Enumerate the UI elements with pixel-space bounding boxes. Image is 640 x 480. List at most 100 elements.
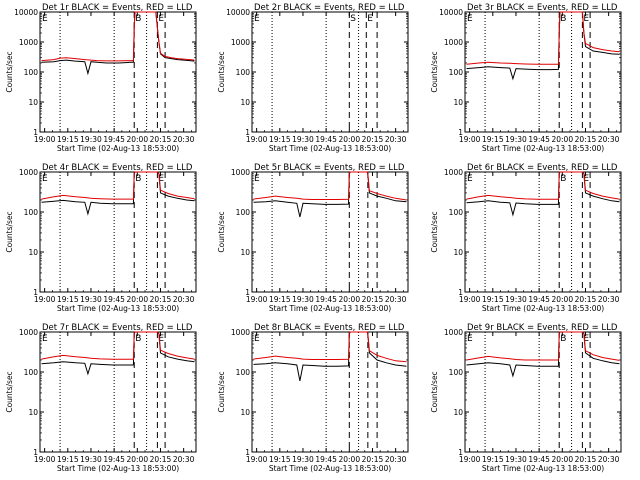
plot-frame: [464, 171, 622, 293]
marker-label: B: [135, 14, 141, 24]
x-tick-label: 20:00: [551, 135, 573, 144]
x-tick-label: 19:00: [246, 455, 268, 464]
y-tick-label: 1000: [231, 328, 250, 337]
x-tick-label: 19:00: [459, 455, 481, 464]
x-tick-label: 20:30: [598, 295, 620, 304]
x-axis-label: Start Time (02-Aug-13 18:53:00): [482, 304, 604, 313]
marker-label: E: [42, 14, 48, 24]
x-tick-label: 20:00: [126, 455, 148, 464]
chart-panel-1: Det 1r BLACK = Events, RED = LLD 1 10 100 10…: [5, 3, 197, 153]
y-tick-label: 1: [245, 448, 250, 457]
events-series-line: [466, 171, 620, 217]
x-tick-label: 19:45: [315, 295, 337, 304]
marker-label: E: [583, 334, 589, 344]
x-tick-label: 19:45: [103, 295, 125, 304]
y-tick-label: 1000: [444, 168, 463, 177]
x-tick-label: 20:00: [126, 135, 148, 144]
x-tick-label: 19:30: [80, 455, 102, 464]
y-axis-label: Counts/sec: [5, 51, 14, 92]
lld-series-line: [41, 11, 195, 62]
plot-frame: [39, 171, 197, 293]
x-tick-label: 19:45: [528, 455, 550, 464]
x-tick-label: 20:30: [173, 135, 195, 144]
events-series-line: [41, 11, 195, 76]
chart-panel-8: Det 8r BLACK = Events, RED = LLD 1 10 100 10…: [217, 323, 409, 473]
y-tick-label: 1: [33, 128, 38, 137]
x-axis-label: Start Time (02-Aug-13 18:53:00): [57, 144, 179, 153]
events-series-line: [253, 171, 407, 218]
plot-frame: [464, 331, 622, 453]
chart-panel-5: Det 5r BLACK = Events, RED = LLD 1 10 100 10…: [217, 163, 409, 313]
x-tick-label: 19:00: [246, 135, 268, 144]
x-tick-label: 20:15: [150, 135, 172, 144]
x-tick-label: 19:15: [57, 135, 79, 144]
chart-panel-3: Det 3r BLACK = Events, RED = LLD 1 10 100 10…: [430, 3, 622, 153]
x-tick-label: 20:30: [385, 455, 407, 464]
x-axis-label: Start Time (02-Aug-13 18:53:00): [482, 464, 604, 473]
chart-panel-7: Det 7r BLACK = Events, RED = LLD 1 10 100 10…: [5, 323, 197, 473]
x-tick-label: 20:00: [551, 295, 573, 304]
marker-label: B: [560, 14, 566, 24]
marker-label: E: [158, 14, 164, 24]
x-tick-label: 19:30: [505, 455, 527, 464]
marker-label: E: [42, 334, 48, 344]
panel-title: Det 1r BLACK = Events, RED = LLD: [42, 3, 193, 13]
x-tick-label: 20:00: [338, 455, 360, 464]
events-series-line: [466, 331, 620, 378]
x-tick-label: 19:30: [292, 455, 314, 464]
y-tick-label: 1000: [444, 38, 463, 47]
panel-title: Det 6r BLACK = Events, RED = LLD: [467, 163, 618, 173]
x-tick-label: 20:15: [575, 455, 597, 464]
y-tick-label: 100: [24, 208, 39, 217]
marker-label: E: [367, 14, 373, 24]
marker-label: E: [467, 14, 473, 24]
x-tick-label: 19:00: [34, 455, 56, 464]
x-tick-label: 19:30: [292, 295, 314, 304]
panel-title: Det 3r BLACK = Events, RED = LLD: [467, 3, 618, 13]
plot-frame: [251, 171, 409, 293]
y-tick-label: 100: [236, 368, 251, 377]
x-tick-label: 19:45: [528, 295, 550, 304]
x-tick-label: 20:15: [362, 135, 384, 144]
marker-label: E: [158, 334, 164, 344]
panel-title: Det 4r BLACK = Events, RED = LLD: [42, 163, 193, 173]
x-tick-label: 19:45: [103, 455, 125, 464]
x-tick-label: 20:15: [575, 295, 597, 304]
y-tick-label: 1: [245, 128, 250, 137]
y-tick-label: 10000: [226, 8, 250, 17]
y-tick-label: 1000: [231, 38, 250, 47]
events-series-line: [466, 11, 620, 81]
x-tick-label: 20:00: [126, 295, 148, 304]
y-tick-label: 10000: [14, 8, 38, 17]
marker-label: E: [467, 174, 473, 184]
x-tick-label: 20:15: [362, 455, 384, 464]
marker-label: S: [350, 14, 356, 24]
plot-frame: [464, 11, 622, 133]
marker-label: B: [560, 334, 566, 344]
y-axis-label: Counts/sec: [430, 51, 439, 92]
x-tick-label: 20:15: [362, 295, 384, 304]
x-tick-label: 20:00: [551, 455, 573, 464]
panel-title: Det 2r BLACK = Events, RED = LLD: [254, 3, 405, 13]
panel-title: Det 7r BLACK = Events, RED = LLD: [42, 323, 193, 333]
marker-label: E: [158, 174, 164, 184]
y-tick-label: 1000: [19, 168, 38, 177]
chart-panel-2: Det 2r BLACK = Events, RED = LLD 1 10 100 10…: [217, 3, 409, 153]
x-tick-label: 19:15: [57, 295, 79, 304]
y-tick-label: 1000: [19, 328, 38, 337]
x-tick-label: 19:30: [505, 295, 527, 304]
x-tick-label: 19:45: [528, 135, 550, 144]
lld-series-line: [466, 331, 620, 361]
y-axis-label: Counts/sec: [217, 211, 226, 252]
y-tick-label: 10: [453, 408, 463, 417]
x-tick-label: 19:15: [482, 295, 504, 304]
x-tick-label: 19:00: [246, 295, 268, 304]
plot-frame: [251, 11, 409, 133]
y-tick-label: 1000: [231, 168, 250, 177]
x-tick-label: 19:15: [269, 455, 291, 464]
y-tick-label: 10: [453, 248, 463, 257]
x-tick-label: 19:30: [505, 135, 527, 144]
panel-title: Det 5r BLACK = Events, RED = LLD: [254, 163, 405, 173]
y-tick-label: 1: [458, 128, 463, 137]
